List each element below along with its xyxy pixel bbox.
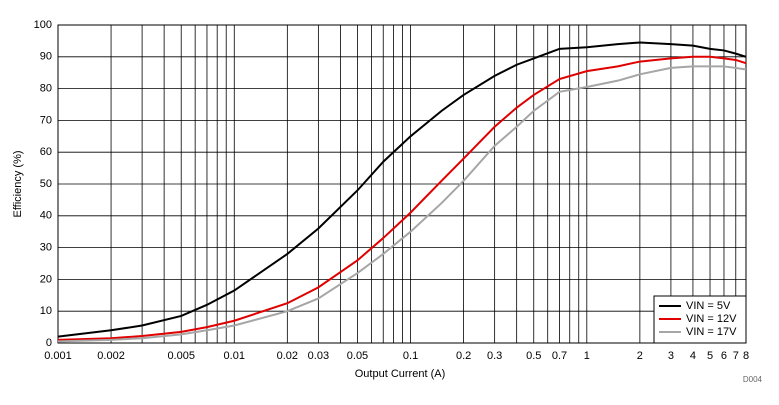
y-tick-label: 100 <box>34 19 52 31</box>
annotation: D004 <box>743 375 763 384</box>
y-tick-label: 80 <box>40 83 52 95</box>
x-tick-label: 1 <box>584 350 590 362</box>
y-tick-label: 50 <box>40 178 52 190</box>
x-tick-label: 0.03 <box>308 350 329 362</box>
y-tick-label: 20 <box>40 273 52 285</box>
y-tick-label: 90 <box>40 51 52 63</box>
x-tick-label: 0.3 <box>487 350 502 362</box>
x-axis-label: Output Current (A) <box>355 368 445 380</box>
x-tick-label: 0.7 <box>552 350 567 362</box>
y-tick-label: 10 <box>40 305 52 317</box>
x-tick-label: 0.02 <box>277 350 298 362</box>
x-tick-label: 0.2 <box>456 350 471 362</box>
y-axis-label: Efficiency (%) <box>12 150 24 217</box>
x-tick-label: 4 <box>690 350 696 362</box>
x-tick-label: 2 <box>637 350 643 362</box>
x-tick-label: 0.01 <box>224 350 245 362</box>
x-tick-label: 0.1 <box>403 350 418 362</box>
legend-label: VIN = 5V <box>686 300 731 312</box>
x-tick-label: 3 <box>668 350 674 362</box>
x-tick-label: 6 <box>721 350 727 362</box>
legend-label: VIN = 17V <box>686 326 737 338</box>
x-tick-label: 0.001 <box>44 350 72 362</box>
x-tick-label: 7 <box>733 350 739 362</box>
plot-frame <box>57 24 747 344</box>
legend-label: VIN = 12V <box>686 313 737 325</box>
y-tick-label: 0 <box>46 337 52 349</box>
series-line <box>57 41 747 338</box>
y-tick-label: 40 <box>40 210 52 222</box>
x-tick-label: 0.05 <box>347 350 368 362</box>
series-line <box>57 55 747 341</box>
y-tick-label: 60 <box>40 146 52 158</box>
y-tick-label: 70 <box>40 114 52 126</box>
x-tick-label: 8 <box>743 350 749 362</box>
x-tick-label: 0.5 <box>526 350 541 362</box>
x-tick-label: 5 <box>707 350 713 362</box>
y-tick-label: 30 <box>40 242 52 254</box>
x-tick-label: 0.002 <box>97 350 125 362</box>
series-line <box>57 65 747 343</box>
x-tick-label: 0.005 <box>167 350 195 362</box>
